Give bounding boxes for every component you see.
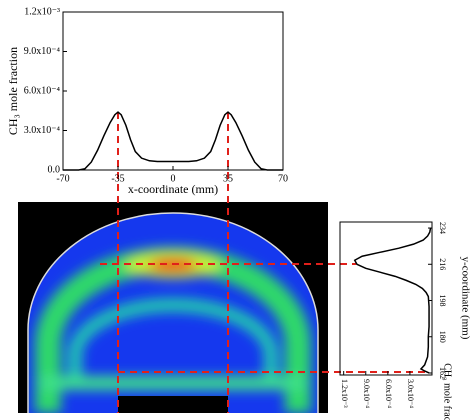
plot-frame: [339, 221, 433, 376]
y-tick-label: 1.2x10⁻³: [24, 6, 60, 17]
x-axis-label: x-coordinate (mm): [128, 182, 218, 196]
y-axis-label: CH₃ mole fraction: [442, 363, 453, 420]
x-tick-label: 198: [438, 295, 447, 307]
contour-image: [18, 202, 328, 413]
y-tick-label: 9.0x10⁻⁴: [24, 46, 61, 57]
y-tick-label: 6.0x10⁻⁴: [384, 379, 393, 408]
plot-frame: [62, 11, 284, 171]
x-tick-label: 0: [171, 173, 176, 184]
y-tick-label: 1.2x10⁻³: [340, 379, 349, 408]
y-tick-label: 3.0x10⁻⁴: [406, 379, 415, 408]
y-tick-label: 0.0: [48, 164, 61, 175]
x-tick-label: 35: [223, 173, 233, 184]
y-tick-label: 3.0x10⁻⁴: [24, 125, 61, 136]
data-line: [353, 227, 432, 374]
x-tick-label: 234: [438, 222, 447, 234]
y-tick-label: 6.0x10⁻⁴: [24, 85, 61, 96]
data-line: [63, 111, 283, 171]
guide-lines: [100, 112, 430, 413]
y-tick-label: 9.0x10⁻⁴: [362, 379, 371, 408]
x-axis-label: y-coordinate (mm): [459, 257, 471, 340]
x-tick-label: 216: [438, 258, 447, 270]
x-tick-label: -70: [56, 173, 69, 184]
x-tick-label: -35: [111, 173, 124, 184]
x-tick-label: 180: [438, 331, 447, 343]
x-tick-label: 162: [438, 367, 447, 379]
y-axis-label: CH₃ mole fraction: [6, 47, 20, 135]
x-tick-label: 70: [278, 173, 288, 184]
